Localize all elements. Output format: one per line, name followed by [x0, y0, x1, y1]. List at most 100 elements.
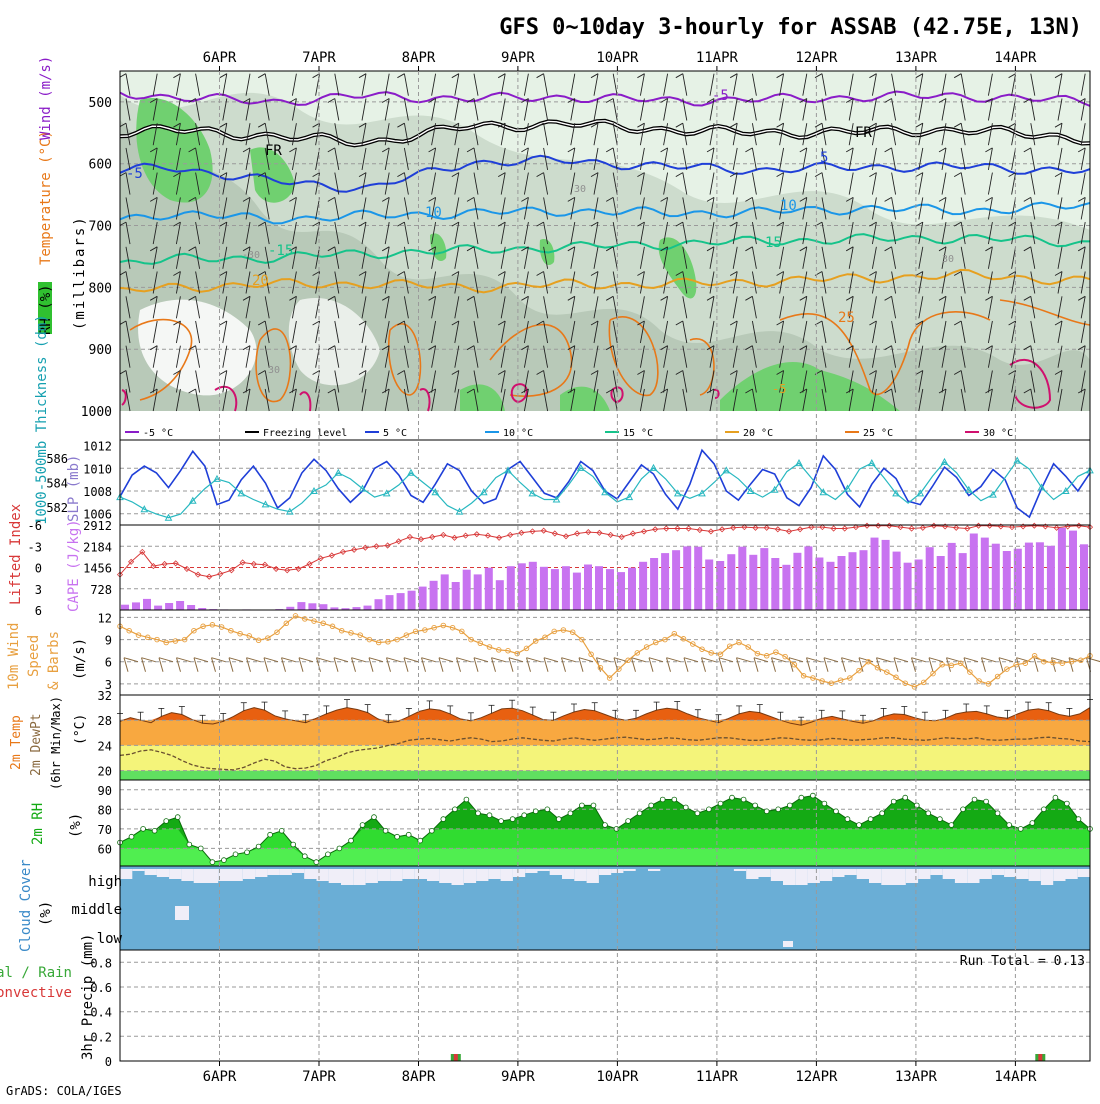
cape-bar	[705, 560, 713, 611]
cloud-clear-high	[623, 869, 635, 871]
cloud-clear-high	[292, 869, 304, 873]
rh-marker	[822, 801, 827, 806]
ylabel-wind-line2: Speed	[26, 635, 42, 677]
cape-bar	[165, 603, 173, 610]
pressure-tick-label: 900	[89, 343, 112, 358]
cloud-clear-low	[783, 941, 793, 947]
cloud-clear-high	[869, 869, 881, 883]
cloud-clear-high	[1065, 869, 1077, 879]
cape-bar	[650, 558, 658, 610]
rh-marker	[764, 809, 769, 814]
ylabel-cloud-unit: (%)	[38, 901, 54, 926]
rh-marker	[499, 819, 504, 824]
ylabel-lifted-index: Lifted Index	[8, 504, 24, 605]
cloud-clear-high	[599, 869, 611, 875]
precip-tick-label: 0	[105, 1055, 112, 1069]
rh-marker	[660, 797, 665, 802]
cape-bar	[871, 538, 879, 610]
cape-bar	[121, 605, 129, 610]
label-5: 5	[820, 150, 828, 166]
rh-marker	[695, 811, 700, 816]
cape-bar	[540, 567, 548, 610]
rh-marker	[938, 817, 943, 822]
cloud-clear-high	[415, 869, 427, 879]
cloud-clear-high	[476, 869, 488, 881]
cloud-clear-high	[820, 869, 832, 881]
rh-marker	[730, 795, 735, 800]
rh-marker	[614, 827, 619, 832]
label-minus5-upper: -5	[712, 88, 729, 104]
cloud-clear-middle	[175, 906, 189, 920]
cloud-clear-high	[255, 869, 267, 877]
cloud-clear-high	[304, 869, 316, 879]
rh-marker	[129, 834, 134, 839]
label-fr-right: FR	[855, 125, 872, 141]
label-fr-left: FR	[265, 143, 282, 159]
cloud-clear-high	[857, 869, 869, 879]
rh-marker	[776, 807, 781, 812]
cape-bar	[617, 572, 625, 610]
wind-tick-label: 12	[98, 611, 112, 625]
rh-marker	[302, 854, 307, 859]
li-tick-label: 6	[35, 604, 42, 618]
legend-label: 5 °C	[383, 428, 407, 439]
legend-label: Freezing level	[263, 428, 347, 439]
pressure-tick-label: 1000	[81, 405, 112, 420]
cape-tick-label: 1456	[83, 562, 112, 576]
rh-marker	[637, 811, 642, 816]
rh-marker	[1018, 827, 1023, 832]
cape-bar	[937, 556, 945, 610]
cloud-clear-high	[759, 869, 771, 877]
cloud-clear-high	[206, 869, 218, 883]
rh-marker	[464, 797, 469, 802]
date-bottom-label: 11APR	[696, 1069, 739, 1085]
rh-marker	[718, 801, 723, 806]
rh-marker	[360, 823, 365, 828]
cloud-clear-high	[488, 869, 500, 879]
date-bottom-label: 9APR	[501, 1069, 535, 1085]
ylabel-rh-unit: (%)	[68, 813, 84, 838]
rh-marker	[268, 832, 273, 837]
cape-bar	[518, 563, 526, 610]
cloud-clear-high	[390, 869, 402, 881]
cloud-clear-high	[513, 869, 525, 877]
date-top-label: 13APR	[895, 50, 938, 66]
cloud-clear-high	[145, 869, 157, 875]
cloud-clear-high	[1041, 869, 1053, 885]
li-tick-label: 0	[35, 562, 42, 576]
temp-tick-label: 24	[98, 739, 112, 753]
cape-tick-label: 728	[90, 583, 112, 597]
temp-tick-label: 20	[98, 765, 112, 779]
label-30-gray-a: -30	[242, 250, 260, 261]
cloud-clear-high	[538, 869, 550, 871]
precip-convective-bar	[1038, 1054, 1042, 1061]
ylabel-wind-unit: (m/s)	[72, 638, 88, 680]
rh-tick-label: 70	[98, 823, 112, 837]
cloud-clear-high	[280, 869, 292, 875]
cape-bar	[584, 565, 592, 611]
cape-bar	[187, 605, 195, 610]
date-top-label: 12APR	[795, 50, 838, 66]
cloud-level-label: high	[88, 874, 122, 890]
cape-bar	[507, 566, 515, 610]
cloud-clear-high	[648, 869, 660, 871]
cape-bar	[672, 550, 680, 610]
pressure-tick-label: 600	[89, 158, 112, 173]
rh-tick-label: 90	[98, 784, 112, 798]
cloud-clear-high	[562, 869, 574, 879]
cloud-clear-high	[980, 869, 992, 879]
label-10-right: 10	[780, 198, 797, 214]
cloud-clear-high	[132, 869, 144, 871]
cape-bar	[430, 581, 438, 610]
cape-bar	[727, 554, 735, 610]
rh-marker	[291, 842, 296, 847]
rh-marker	[510, 817, 515, 822]
ylabel-2m-temp: 2m Temp	[9, 715, 24, 770]
rh-marker	[279, 828, 284, 833]
rh-marker	[175, 815, 180, 820]
ylabel-millibars: (millibars)	[72, 215, 88, 330]
pressure-tick-label: 700	[89, 220, 112, 235]
rh-marker	[1065, 801, 1070, 806]
rh-marker	[152, 828, 157, 833]
ylabel-wind: Wind (m/s)	[38, 56, 54, 140]
